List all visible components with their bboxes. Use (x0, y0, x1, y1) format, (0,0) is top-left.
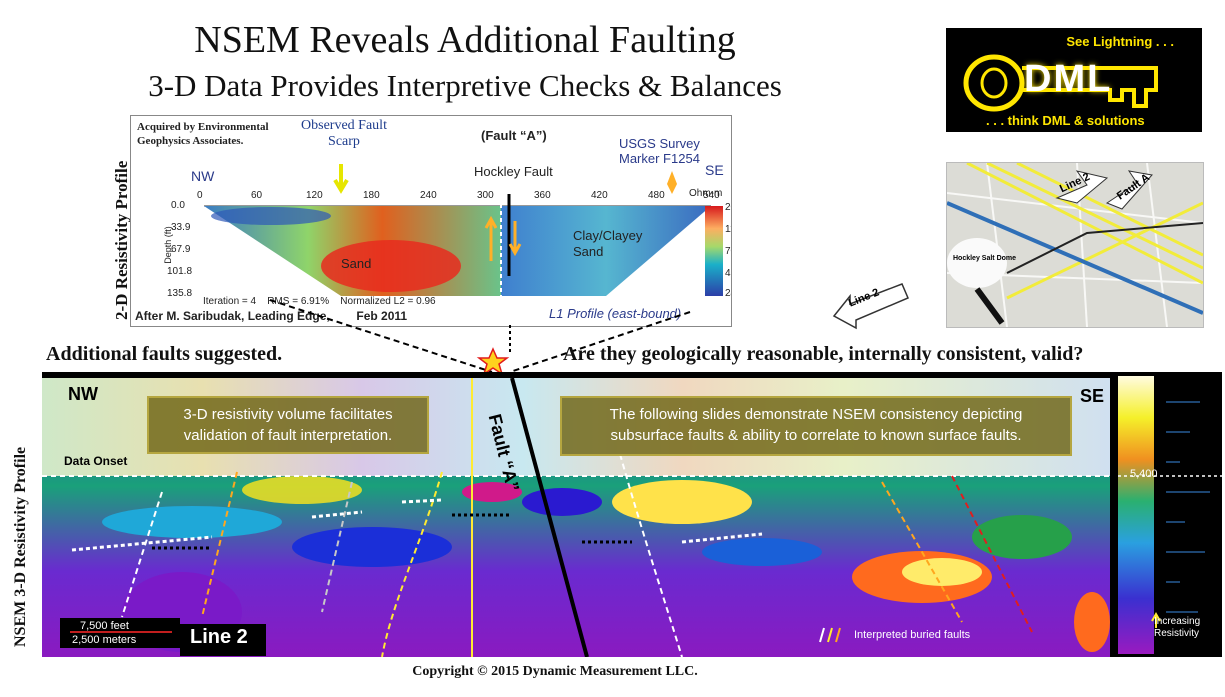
logo-tagline-bottom: . . . think DML & solutions (986, 113, 1145, 128)
l1-profile-label: L1 Profile (east-bound) (549, 306, 682, 321)
data-onset-label: Data Onset (64, 454, 128, 468)
page-title: NSEM Reveals Additional Faulting (194, 19, 736, 61)
dml-logo: See Lightning . . . DML . . . think DML … (946, 28, 1202, 132)
observed-scarp-label: Observed Fault Scarp (301, 118, 387, 149)
arrow-up-icon (1151, 611, 1161, 628)
depth-tick: 135.8 (167, 288, 193, 299)
credit-text: Acquired by Environmental Geophysics Ass… (137, 121, 269, 147)
x-tick: 240 (420, 190, 437, 201)
line2-arrow (832, 283, 909, 330)
sand-label: Sand (341, 256, 372, 271)
star-icon (476, 347, 510, 376)
clay-label: Clay/Clayey Sand (573, 228, 643, 259)
increasing-resistivity: Increasing Resistivity (1154, 616, 1201, 639)
profile-2d-panel: Acquired by Environmental Geophysics Ass… (130, 115, 732, 327)
legend-buried-faults: Interpreted buried faults (854, 629, 971, 641)
fault-a-label-2d: (Fault “A”) (481, 128, 547, 143)
usgs-label: USGS Survey Marker F1254 (619, 136, 700, 166)
depth-tick: 0.0 (171, 200, 185, 211)
colorbar-tick: 41 (725, 268, 731, 279)
callout-left: 3-D resistivity volume facilitates valid… (147, 396, 429, 454)
after-credit: After M. Saribudak, Leading Edge, Feb 20… (135, 309, 408, 323)
colorbar-tick: 70 (725, 246, 731, 257)
colorbar-unit: Ohm-m (689, 188, 723, 199)
x-tick: 120 (306, 190, 323, 201)
depth-marker: 5,400 (1130, 468, 1158, 480)
x-tick: 480 (648, 190, 665, 201)
colorbar-tick: 118 (725, 224, 731, 235)
resistivity-scale: 5,400 Increasing Resistivity (1110, 372, 1222, 657)
x-tick: 540 (703, 190, 720, 201)
validity-question-text: Are they geologically reasonable, intern… (563, 343, 1084, 365)
copyright: Copyright © 2015 Dynamic Measurement LLC… (412, 664, 698, 679)
profile-3d-side-title: NSEM 3-D Resistivity Profile (12, 446, 29, 647)
key-icon (963, 54, 1158, 112)
line2-section-label: Line 2 (190, 626, 248, 648)
se-label-2d: SE (705, 162, 724, 178)
logo-tagline-top: See Lightning . . . (1066, 34, 1174, 49)
map-dome-label: Hockley Salt Dome (953, 255, 1017, 262)
x-tick: 60 (251, 190, 263, 201)
nw-label-3d: NW (68, 384, 98, 404)
x-tick: 420 (591, 190, 608, 201)
x-tick: 300 (477, 190, 494, 201)
depth-tick: 101.8 (167, 266, 193, 277)
callout-right: The following slides demonstrate NSEM co… (560, 396, 1072, 456)
nsem-3d-section: NW SE Data Onset Fault “A” 3-D resistivi… (42, 372, 1110, 657)
additional-faults-text: Additional faults suggested. (46, 343, 283, 365)
x-tick: 0 (197, 190, 203, 201)
x-tick: 360 (534, 190, 551, 201)
colorbar-tick: 200 (725, 202, 731, 213)
nw-label-2d: NW (191, 168, 215, 184)
inversion-stats: Iteration = 4 RMS = 6.91% Normalized L2 … (203, 296, 436, 307)
depth-tick: 33.9 (171, 222, 191, 233)
hockley-fault-label: Hockley Fault (474, 164, 553, 179)
se-label-3d: SE (1080, 386, 1105, 406)
scale-feet: 7,500 feet (80, 620, 129, 632)
scale-meters: 2,500 meters (72, 634, 137, 646)
colorbar-tick: 24 (725, 288, 731, 299)
location-map: Line 2 Fault A Hockley Salt Dome (946, 162, 1204, 328)
page-subtitle: 3-D Data Provides Interpretive Checks & … (148, 68, 782, 103)
depth-tick: 67.9 (171, 244, 191, 255)
x-tick: 180 (363, 190, 380, 201)
logo-name: DML (1024, 58, 1113, 100)
